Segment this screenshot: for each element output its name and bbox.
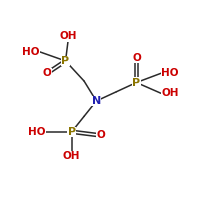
Text: P: P <box>61 56 70 66</box>
Text: P: P <box>68 127 76 137</box>
Text: HO: HO <box>161 68 179 78</box>
Text: OH: OH <box>60 31 77 41</box>
Text: N: N <box>92 96 101 106</box>
Text: HO: HO <box>22 47 39 57</box>
Text: HO: HO <box>28 127 46 137</box>
Text: OH: OH <box>161 88 179 98</box>
Text: O: O <box>132 53 141 63</box>
Text: OH: OH <box>63 151 80 161</box>
Text: P: P <box>132 78 140 88</box>
Text: O: O <box>96 130 105 140</box>
Text: O: O <box>43 68 51 78</box>
